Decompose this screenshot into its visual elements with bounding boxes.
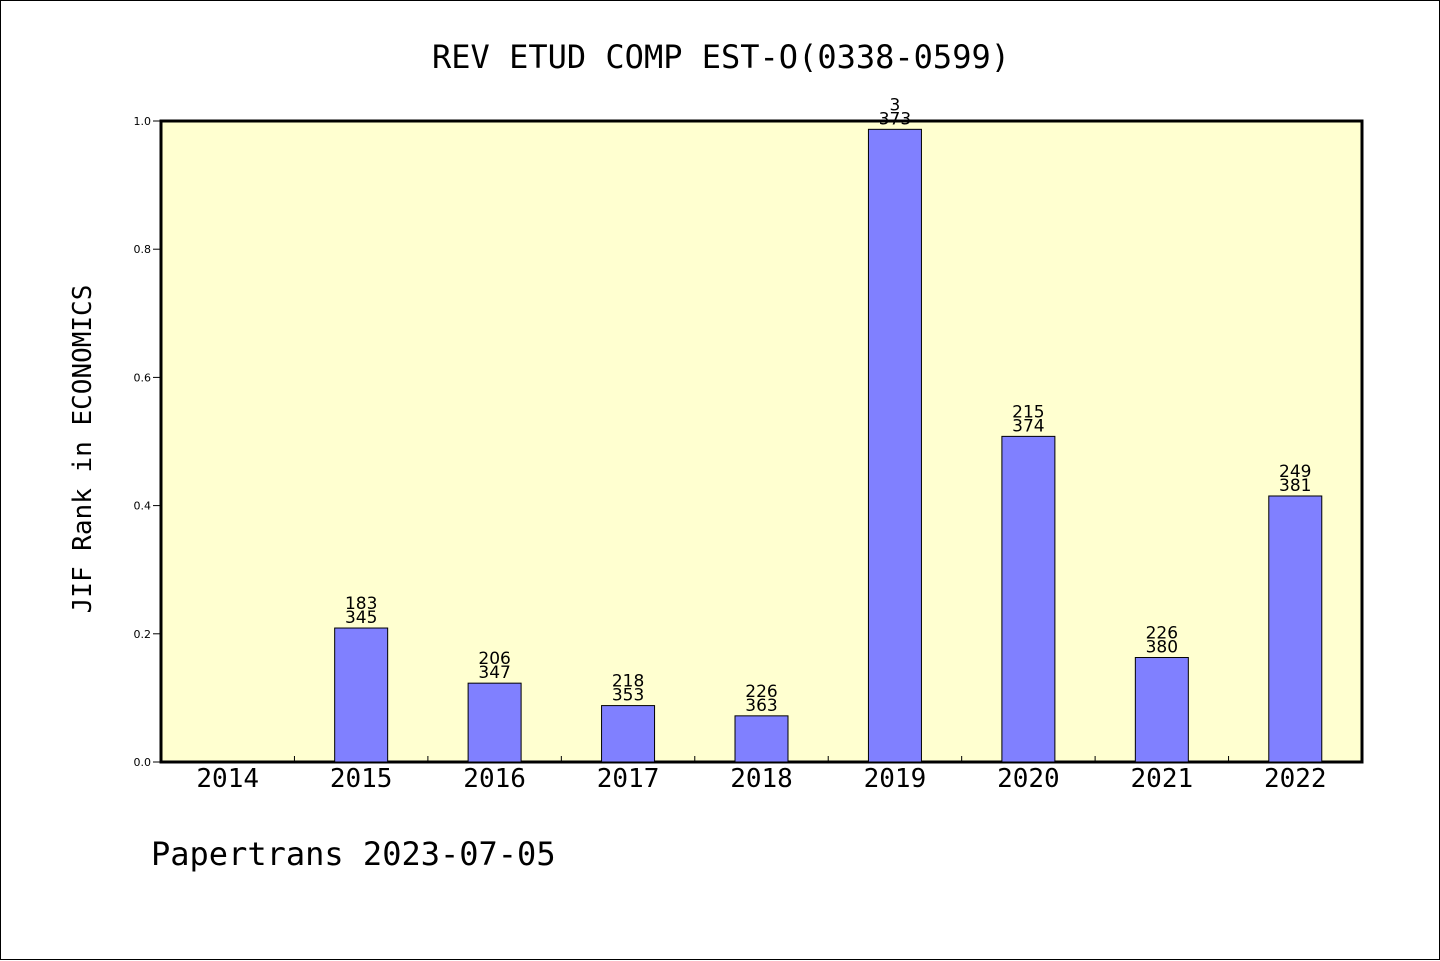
y-tick-label: 0.4: [134, 500, 152, 513]
bar-rank-label: 3: [890, 95, 901, 115]
bar-rank-label: 183: [345, 594, 377, 614]
x-tick-label: 2018: [730, 764, 793, 794]
x-tick-label: 2014: [196, 764, 259, 794]
x-tick-label: 2015: [330, 764, 393, 794]
bar-total-label: 374: [1012, 416, 1044, 436]
y-tick-label: 0.0: [134, 756, 152, 769]
bar-2021: [1134, 657, 1189, 763]
bar-2018: [734, 715, 789, 763]
bar-total-label: 373: [879, 109, 911, 129]
x-tick-label: 2017: [597, 764, 660, 794]
bar-total-label: 347: [478, 663, 510, 683]
y-axis-label: JIF Rank in ECONOMICS: [68, 285, 98, 614]
bar-rank-label: 215: [1012, 402, 1044, 422]
bar-rank-label: 249: [1279, 462, 1311, 482]
bar-total-label: 345: [345, 608, 377, 628]
bar-2016: [467, 682, 522, 763]
y-axis: 0.0 0.2 0.4 0.6 0.8 1.0: [134, 115, 161, 769]
bar-total-label: 353: [612, 686, 644, 706]
bar-rank-label: 226: [745, 682, 777, 702]
bar-2019: [867, 128, 922, 763]
bar-rank-label: 206: [478, 649, 510, 669]
bar-rank-label: 218: [612, 672, 644, 692]
bar-2020: [1001, 435, 1056, 763]
bar-2022: [1268, 495, 1323, 763]
footer-text: Papertrans 2023-07-05: [151, 835, 556, 873]
bar-total-label: 381: [1279, 476, 1311, 496]
bar-total-label: 363: [745, 696, 777, 716]
bar-2017: [601, 705, 656, 763]
bar-rank-label: 226: [1146, 624, 1178, 644]
x-axis: 2014 2015 2016 2017 2018 2019 2020 2021 2022: [196, 756, 1327, 794]
x-tick-label: 2021: [1131, 764, 1194, 794]
x-tick-label: 2019: [864, 764, 927, 794]
y-tick-label: 0.6: [134, 371, 152, 384]
bar-total-label: 380: [1146, 638, 1178, 658]
bars: [334, 128, 1323, 763]
chart-title: REV ETUD COMP EST-O(0338-0599): [432, 38, 1010, 76]
y-tick-label: 1.0: [134, 115, 152, 128]
x-tick-label: 2020: [997, 764, 1060, 794]
y-tick-label: 0.8: [134, 243, 152, 256]
x-tick-label: 2016: [463, 764, 526, 794]
bar-2015: [334, 627, 389, 763]
y-tick-label: 0.2: [134, 628, 152, 641]
x-tick-label: 2022: [1264, 764, 1327, 794]
